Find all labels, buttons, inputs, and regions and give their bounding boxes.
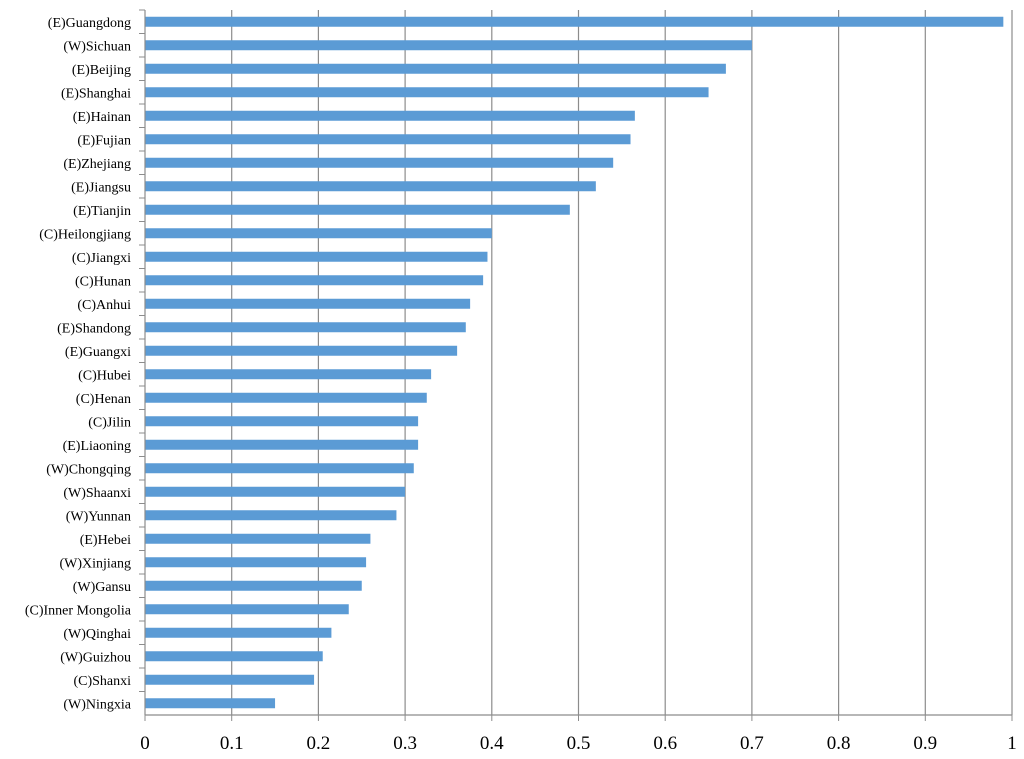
category-label: (C)Shanxi [73, 674, 131, 689]
x-tick-label: 0.7 [740, 733, 764, 754]
bar [145, 416, 419, 427]
bar [145, 134, 631, 145]
bar [145, 557, 367, 568]
bar [145, 627, 332, 638]
x-tick-label: 0.4 [480, 733, 504, 754]
category-label: (W)Gansu [73, 580, 131, 595]
category-label: (W)Guizhou [60, 650, 131, 665]
category-label: (W)Chongqing [46, 462, 131, 477]
category-label: (W)Shaanxi [63, 486, 131, 501]
bar [145, 486, 406, 497]
bar [145, 345, 458, 356]
bar [145, 698, 276, 709]
category-label: (E)Zhejiang [63, 157, 131, 172]
category-label: (E)Jiangsu [71, 180, 131, 195]
category-label: (E)Liaoning [63, 439, 131, 454]
axes [139, 9, 1013, 721]
bar [145, 87, 709, 98]
category-label: (E)Guangdong [48, 16, 131, 31]
category-label: (W)Ningxia [63, 697, 131, 712]
category-label: (E)Fujian [77, 133, 131, 148]
category-label: (C)Anhui [77, 298, 131, 313]
category-label: (C)Jilin [88, 415, 131, 430]
x-tick-label: 0.2 [307, 733, 331, 754]
bar [145, 392, 427, 403]
bar [145, 204, 570, 215]
bar [145, 251, 488, 262]
category-labels: (E)Guangdong (W)Sichuan (E)Beijing (E)Shang… [25, 16, 132, 713]
category-label: (E)Beijing [72, 63, 131, 78]
category-label: (C)Jiangxi [72, 251, 131, 266]
bar [145, 322, 466, 333]
category-label: (C)Hubei [78, 368, 131, 383]
category-label: (C)Hunan [75, 274, 131, 289]
category-label: (C)Heilongjiang [39, 227, 131, 242]
bar [145, 275, 484, 286]
x-tick-label: 0.9 [913, 733, 937, 754]
bar [145, 110, 635, 121]
bar [145, 181, 596, 192]
bars [145, 16, 1004, 709]
category-label: (E)Shandong [57, 321, 131, 336]
bar [145, 604, 349, 615]
bar [145, 228, 492, 239]
bar [145, 580, 362, 591]
bar [145, 510, 397, 521]
x-tick-label: 0.6 [653, 733, 677, 754]
category-label: (E)Hebei [80, 533, 131, 548]
category-label: (E)Hainan [73, 110, 131, 125]
category-label: (C)Inner Mongolia [25, 603, 132, 618]
bar [145, 674, 315, 685]
category-label: (W)Yunnan [66, 509, 131, 524]
category-label: (W)Sichuan [63, 39, 131, 54]
x-tick-label: 0 [140, 733, 150, 754]
bar [145, 298, 471, 309]
category-label: (W)Qinghai [63, 627, 131, 642]
category-label: (W)Xinjiang [59, 556, 131, 571]
x-tick-label: 0.5 [567, 733, 591, 754]
bar [145, 369, 432, 380]
category-label: (C)Henan [76, 392, 131, 407]
bar [145, 463, 414, 474]
category-label: (E)Shanghai [61, 86, 131, 101]
x-tick-labels: 0 0.1 0.2 0.3 0.4 0.5 0.6 0.7 0.8 0.9 1 [140, 733, 1017, 754]
bar [145, 63, 726, 74]
category-label: (E)Tianjin [73, 204, 131, 219]
bar [145, 40, 752, 51]
x-tick-label: 0.1 [220, 733, 244, 754]
bar [145, 157, 614, 168]
gridlines [231, 10, 1013, 715]
x-tick-label: 1 [1007, 733, 1017, 754]
x-tick-label: 0.3 [393, 733, 417, 754]
bar [145, 533, 371, 544]
x-tick-label: 0.8 [827, 733, 851, 754]
bar [145, 16, 1004, 27]
category-label: (E)Guangxi [65, 345, 131, 360]
bar [145, 439, 419, 450]
bar [145, 651, 323, 662]
